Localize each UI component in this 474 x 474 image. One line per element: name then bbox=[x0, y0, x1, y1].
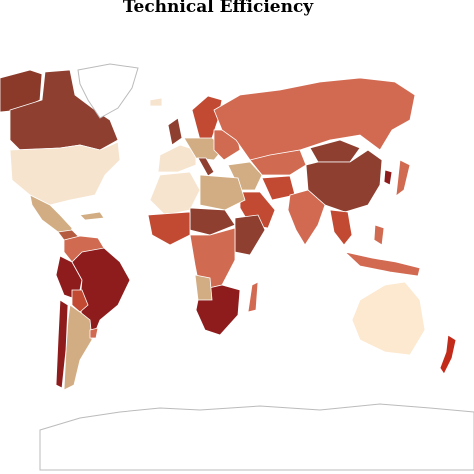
central-africa bbox=[189, 227, 236, 291]
australia bbox=[351, 281, 426, 356]
philippines bbox=[373, 224, 385, 246]
uk bbox=[167, 117, 183, 146]
france-spain bbox=[157, 144, 197, 173]
west-africa bbox=[147, 211, 191, 246]
new-zealand bbox=[439, 334, 457, 375]
madagascar bbox=[247, 281, 259, 313]
north-america bbox=[0, 63, 139, 245]
russia bbox=[213, 77, 416, 161]
asia bbox=[213, 77, 421, 277]
southeast-asia bbox=[329, 209, 353, 246]
south-america bbox=[55, 235, 131, 391]
indonesia bbox=[343, 251, 421, 277]
north-africa-east bbox=[199, 174, 246, 211]
usa bbox=[9, 141, 121, 206]
chile bbox=[55, 299, 69, 389]
cuba bbox=[79, 211, 105, 221]
korea bbox=[383, 169, 393, 186]
greenland bbox=[77, 63, 139, 119]
india bbox=[287, 189, 326, 246]
antarctica bbox=[39, 403, 474, 471]
italy bbox=[197, 157, 215, 177]
japan bbox=[395, 159, 411, 197]
iceland bbox=[149, 97, 163, 107]
angola bbox=[194, 274, 213, 301]
mongolia bbox=[309, 139, 361, 163]
africa bbox=[147, 171, 266, 336]
scandinavia bbox=[191, 95, 223, 141]
map-title: Technical Efficiency bbox=[123, 0, 314, 17]
oceania bbox=[351, 281, 457, 375]
alaska bbox=[0, 69, 43, 113]
east-africa bbox=[234, 214, 266, 256]
uruguay bbox=[89, 327, 99, 339]
bolivia bbox=[71, 289, 89, 313]
argentina bbox=[63, 304, 93, 391]
